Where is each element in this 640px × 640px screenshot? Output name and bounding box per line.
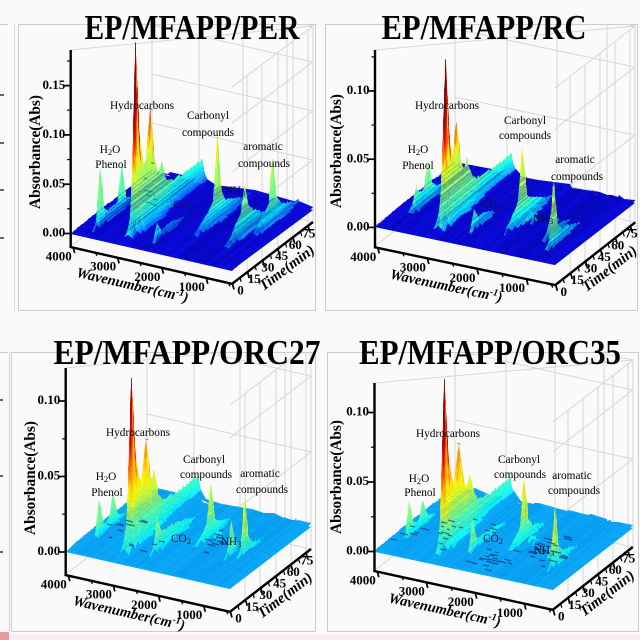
svg-text:30: 30: [261, 260, 274, 275]
svg-text:2000: 2000: [131, 597, 157, 612]
svg-text:NH3: NH3: [225, 185, 246, 198]
svg-text:0: 0: [558, 609, 565, 624]
svg-text:aromatic: aromatic: [555, 154, 595, 166]
svg-text:45: 45: [275, 248, 289, 263]
svg-text:1000: 1000: [499, 280, 525, 295]
svg-text:75: 75: [300, 552, 314, 567]
svg-text:EP/MFAPP/ORC27: EP/MFAPP/ORC27: [54, 333, 321, 372]
svg-text:0.00: 0.00: [37, 543, 60, 558]
svg-text:75: 75: [622, 550, 636, 565]
svg-text:H2O: H2O: [96, 471, 117, 484]
svg-text:30: 30: [582, 585, 595, 600]
svg-text:1000: 1000: [176, 607, 202, 622]
svg-text:0.05: 0.05: [347, 150, 370, 165]
svg-text:Phenol: Phenol: [95, 159, 126, 171]
svg-text:75: 75: [302, 225, 316, 240]
svg-text:0.10: 0.10: [42, 126, 65, 141]
svg-text:3000: 3000: [400, 259, 426, 274]
svg-text:NH3: NH3: [534, 545, 555, 558]
svg-text:30: 30: [259, 587, 272, 602]
svg-text:0.15: 0.15: [42, 77, 65, 92]
svg-text:CO2: CO2: [483, 533, 503, 546]
svg-text:2000: 2000: [450, 270, 476, 285]
svg-text:60: 60: [289, 237, 302, 252]
svg-text:4000: 4000: [350, 249, 376, 264]
svg-text:H2O: H2O: [100, 144, 121, 157]
svg-text:0: 0: [237, 283, 244, 298]
svg-text:15: 15: [246, 599, 260, 614]
svg-text:Phenol: Phenol: [402, 160, 433, 172]
svg-text:60: 60: [287, 564, 300, 579]
svg-text:0.10: 0.10: [347, 82, 370, 97]
svg-text:compounds: compounds: [548, 485, 600, 497]
svg-text:CO2: CO2: [171, 533, 191, 546]
svg-text:0.05: 0.05: [37, 468, 60, 483]
svg-text:0: 0: [561, 284, 568, 299]
svg-text:Phenol: Phenol: [404, 487, 435, 499]
svg-text:H2O: H2O: [408, 144, 429, 157]
svg-text:0.10: 0.10: [37, 392, 60, 407]
svg-text:NH3: NH3: [533, 213, 554, 226]
svg-text:4000: 4000: [350, 573, 376, 588]
svg-text:NH3: NH3: [221, 536, 242, 549]
svg-text:45: 45: [273, 576, 287, 591]
svg-text:15: 15: [571, 272, 585, 287]
svg-text:15: 15: [248, 271, 262, 286]
svg-text:30: 30: [584, 261, 597, 276]
svg-text:EP/MFAPP/PER: EP/MFAPP/PER: [85, 8, 301, 47]
svg-text:0: 0: [235, 611, 242, 626]
svg-text:4000: 4000: [46, 249, 72, 264]
svg-text:4000: 4000: [41, 577, 67, 592]
svg-text:2000: 2000: [134, 269, 160, 284]
svg-text:1000: 1000: [497, 605, 523, 620]
svg-text:aromatic: aromatic: [240, 468, 280, 480]
svg-text:compounds: compounds: [236, 484, 288, 496]
svg-text:45: 45: [595, 574, 609, 589]
svg-text:60: 60: [609, 562, 622, 577]
svg-text:Carbonyl: Carbonyl: [183, 454, 225, 466]
svg-text:Absorbance(Abs): Absorbance(Abs): [328, 94, 345, 208]
svg-text:Hydrocarbons: Hydrocarbons: [416, 428, 480, 440]
svg-text:15: 15: [568, 597, 582, 612]
svg-text:compounds: compounds: [182, 127, 234, 139]
svg-text:CO2: CO2: [481, 199, 501, 212]
svg-text:compounds: compounds: [499, 130, 551, 142]
svg-text:Phenol: Phenol: [91, 487, 122, 499]
svg-text:Absorbance(Abs): Absorbance(Abs): [27, 95, 44, 209]
svg-text:CO2: CO2: [173, 199, 193, 212]
svg-text:EP/MFAPP/ORC35: EP/MFAPP/ORC35: [359, 333, 621, 372]
svg-text:2000: 2000: [448, 594, 474, 609]
svg-text:45: 45: [598, 249, 612, 264]
svg-text:Hydrocarbons: Hydrocarbons: [415, 100, 479, 112]
svg-text:Hydrocarbons: Hydrocarbons: [106, 427, 170, 439]
svg-text:0.05: 0.05: [346, 473, 369, 488]
svg-text:Carbonyl: Carbonyl: [498, 454, 540, 466]
svg-text:0.00: 0.00: [42, 225, 65, 240]
svg-text:aromatic: aromatic: [243, 141, 283, 153]
svg-text:Absorbance(Abs): Absorbance(Abs): [328, 420, 345, 534]
svg-text:75: 75: [625, 226, 639, 241]
svg-text:Carbonyl: Carbonyl: [504, 115, 546, 127]
svg-text:0.00: 0.00: [346, 543, 369, 558]
svg-text:aromatic: aromatic: [552, 470, 592, 482]
svg-text:0.05: 0.05: [42, 175, 65, 190]
svg-text:1000: 1000: [179, 279, 205, 294]
svg-text:3000: 3000: [399, 583, 425, 598]
svg-text:3000: 3000: [86, 587, 112, 602]
svg-text:compounds: compounds: [551, 171, 603, 183]
svg-text:compounds: compounds: [494, 469, 546, 481]
svg-text:Carbonyl: Carbonyl: [187, 110, 229, 122]
svg-text:0.10: 0.10: [346, 404, 369, 419]
svg-text:compounds: compounds: [238, 158, 290, 170]
svg-text:3000: 3000: [90, 259, 116, 274]
svg-text:Hydrocarbons: Hydrocarbons: [110, 100, 174, 112]
svg-text:compounds: compounds: [180, 469, 232, 481]
svg-text:0.00: 0.00: [347, 219, 370, 234]
svg-text:H2O: H2O: [409, 473, 430, 486]
svg-text:60: 60: [611, 237, 624, 252]
svg-text:Absorbance(Abs): Absorbance(Abs): [22, 421, 39, 535]
svg-text:EP/MFAPP/RC: EP/MFAPP/RC: [382, 8, 587, 47]
